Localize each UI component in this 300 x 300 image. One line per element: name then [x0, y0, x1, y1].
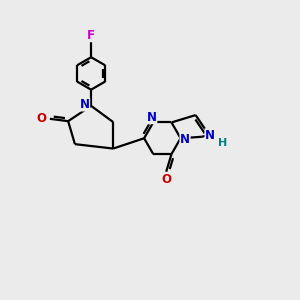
Text: N: N [180, 133, 190, 146]
Text: O: O [161, 173, 171, 187]
Text: N: N [147, 111, 157, 124]
Text: F: F [87, 28, 95, 42]
Text: H: H [218, 138, 228, 148]
Text: N: N [205, 129, 215, 142]
Text: N: N [80, 98, 90, 111]
Text: O: O [37, 112, 46, 125]
